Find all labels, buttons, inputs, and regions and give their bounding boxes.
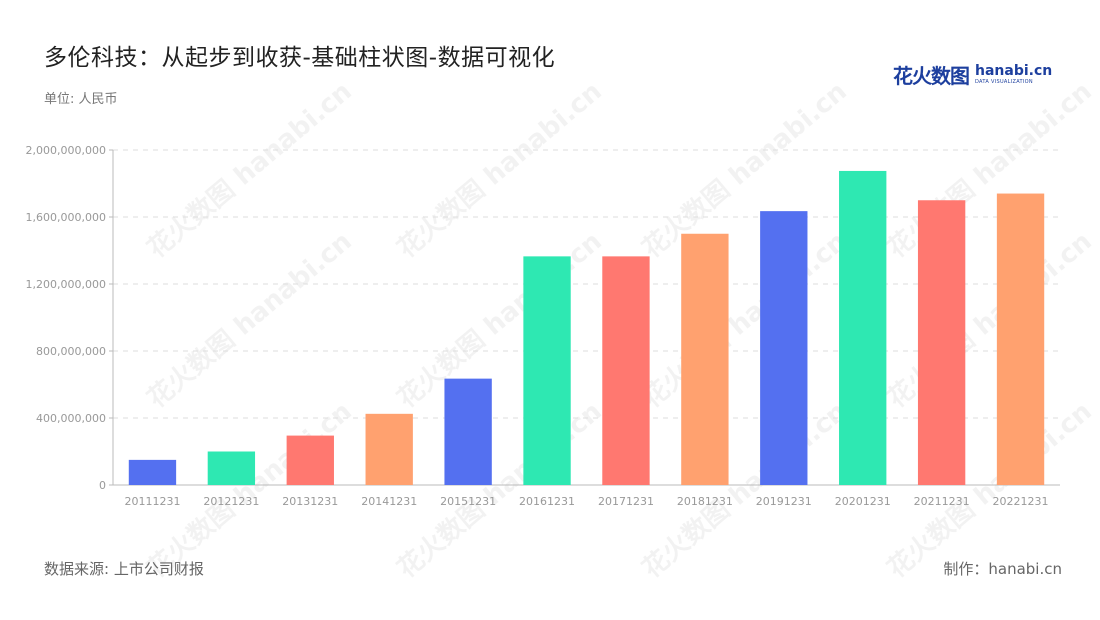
- bar: [523, 256, 571, 485]
- bar: [286, 435, 334, 485]
- bar: [444, 378, 492, 485]
- y-tick-label: 1,600,000,000: [26, 211, 106, 224]
- logo-en-block: hanabi.cn DATA VISUALIZATION: [975, 64, 1052, 85]
- x-tick-label: 20141231: [361, 495, 417, 508]
- x-tick-label: 20111231: [124, 495, 180, 508]
- y-tick-label: 0: [99, 479, 106, 492]
- x-tick-label: 20211231: [914, 495, 970, 508]
- x-tick-label: 20201231: [835, 495, 891, 508]
- logo-sub-text: DATA VISUALIZATION: [975, 79, 1033, 85]
- y-tick-label: 1,200,000,000: [26, 278, 106, 291]
- x-tick-label: 20221231: [993, 495, 1049, 508]
- bar: [839, 170, 887, 485]
- y-tick-label: 2,000,000,000: [26, 144, 106, 157]
- brand-logo: 花火数图 hanabi.cn DATA VISUALIZATION: [893, 60, 1052, 89]
- x-tick-label: 20151231: [440, 495, 496, 508]
- data-source: 数据来源: 上市公司财报: [44, 560, 204, 578]
- chart-title: 多伦科技：从起步到收获-基础柱状图-数据可视化: [44, 45, 556, 71]
- x-tick-label: 20171231: [598, 495, 654, 508]
- credit-label: 制作：hanabi.cn: [943, 560, 1062, 578]
- unit-label: 单位: 人民币: [44, 92, 118, 107]
- x-tick-label: 20161231: [519, 495, 575, 508]
- bar: [760, 211, 808, 485]
- bar: [207, 451, 256, 485]
- logo-cn-text: 花火数图: [893, 64, 970, 88]
- y-tick-label: 800,000,000: [36, 345, 106, 358]
- x-tick-label: 20121231: [203, 495, 259, 508]
- bar: [681, 233, 729, 485]
- bar: [917, 200, 966, 485]
- bar: [128, 459, 177, 485]
- y-tick-label: 400,000,000: [36, 412, 106, 425]
- bar: [365, 413, 413, 485]
- logo-en-text: hanabi.cn: [975, 63, 1053, 79]
- x-tick-label: 20181231: [677, 495, 733, 508]
- bar: [602, 256, 650, 485]
- x-tick-label: 20191231: [756, 495, 812, 508]
- x-tick-label: 20131231: [282, 495, 338, 508]
- bar: [996, 193, 1045, 486]
